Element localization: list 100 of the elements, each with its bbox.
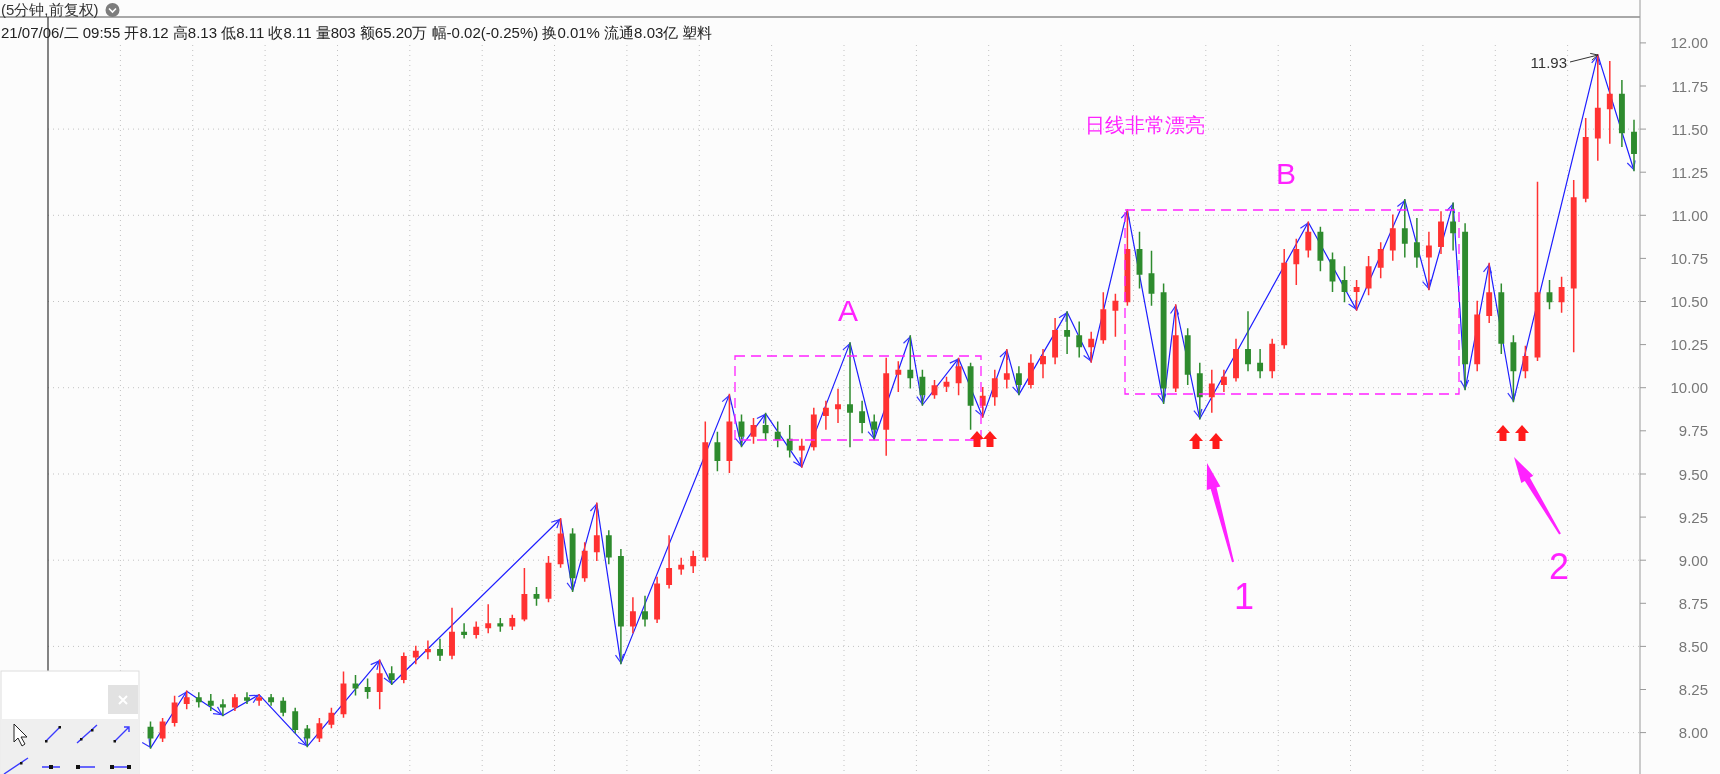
candlestick <box>1498 283 1505 355</box>
candlestick <box>388 666 395 686</box>
candlestick <box>1112 293 1119 337</box>
candlestick <box>1003 349 1010 389</box>
candlestick <box>702 421 709 561</box>
candlestick <box>316 718 323 742</box>
candlestick <box>256 693 263 706</box>
candlestick <box>449 607 455 660</box>
candlestick <box>1474 300 1481 372</box>
candlestick <box>1570 180 1577 353</box>
y-tick-label: 10.25 <box>1670 336 1708 354</box>
candlestick <box>304 724 311 748</box>
candlestick <box>268 693 275 706</box>
subtitle: 21/07/06/二 09:55 开8.12 高8.13 低8.11 收8.11 量803 额65.20万 幅-0.02(-0.25%) 换0.01% 流通8.03亿 塑料 <box>1 24 713 41</box>
candlestick <box>629 597 636 634</box>
y-tick-label: 10.75 <box>1670 249 1708 267</box>
candlestick <box>1631 119 1637 172</box>
candlestick <box>1052 318 1059 365</box>
candlestick <box>786 424 793 458</box>
candlestick <box>810 407 817 451</box>
candlestick <box>1281 249 1288 349</box>
candlestick <box>895 361 902 392</box>
candlestick <box>1462 223 1469 391</box>
candlestick <box>557 518 564 568</box>
candlestick <box>1317 226 1324 272</box>
candlestick <box>762 412 769 441</box>
candlestick <box>244 692 250 705</box>
candlestick <box>1172 304 1179 392</box>
y-tick-label: 11.50 <box>1671 120 1708 138</box>
candlestick <box>292 707 299 734</box>
candlestick <box>328 707 335 729</box>
candlestick <box>183 690 190 710</box>
y-tick-label: 8.50 <box>1678 637 1708 655</box>
candlestick <box>195 692 202 708</box>
candlestick <box>461 623 468 639</box>
candlestick <box>412 645 419 665</box>
candlestick <box>280 697 287 717</box>
candlestick <box>437 638 443 661</box>
candlestick <box>1377 242 1384 279</box>
candlestick <box>1076 321 1083 358</box>
candlestick <box>822 400 829 430</box>
candlestick <box>1389 214 1396 261</box>
candlestick <box>1558 276 1565 313</box>
y-tick-label: 9.25 <box>1678 508 1708 526</box>
candlestick <box>1184 328 1191 386</box>
candlestick <box>955 357 962 396</box>
y-tick-label: 9.00 <box>1678 551 1708 569</box>
candlestick <box>1208 369 1215 413</box>
y-tick-label: 10.00 <box>1670 379 1708 397</box>
candlestick <box>991 369 998 406</box>
candlestick <box>666 535 673 589</box>
chart-title: (5分钟,前复权) <box>1 1 99 18</box>
candlestick <box>1233 338 1239 382</box>
y-tick-label: 8.00 <box>1678 724 1708 742</box>
candlestick <box>497 618 504 632</box>
annotation: A <box>837 294 859 327</box>
candlestick <box>690 550 697 573</box>
candlestick <box>871 414 878 441</box>
candlestick <box>859 400 866 434</box>
candlestick <box>581 542 588 582</box>
candlestick <box>774 421 781 448</box>
candlestick <box>883 357 890 456</box>
candlestick <box>1582 117 1589 203</box>
candlestick <box>1040 349 1046 379</box>
candlestick <box>1100 292 1107 344</box>
candlestick <box>1618 80 1625 148</box>
candlestick <box>605 530 612 565</box>
candlestick <box>714 431 721 472</box>
annotation: B <box>1275 157 1297 190</box>
candlestick <box>678 557 685 575</box>
candlestick <box>642 595 648 627</box>
candlestick <box>207 693 214 711</box>
y-tick-label: 8.75 <box>1678 594 1708 612</box>
candlestick <box>171 695 178 727</box>
candlestick <box>654 576 661 624</box>
candlestick <box>376 659 383 710</box>
candlestick <box>967 362 974 430</box>
candlestick <box>1413 218 1420 268</box>
candlestick <box>798 438 805 468</box>
candlestick <box>1305 221 1312 258</box>
candlestick <box>424 640 431 660</box>
candlestick <box>231 693 238 711</box>
candlestick <box>1220 369 1227 392</box>
candlestick <box>1088 331 1095 363</box>
candlestick <box>473 621 480 639</box>
candlestick <box>509 614 516 630</box>
candlestick <box>593 502 600 561</box>
candlestick <box>1257 349 1264 379</box>
candlestick <box>1606 61 1613 144</box>
candlestick <box>1293 238 1300 286</box>
y-tick-label: 9.75 <box>1678 422 1708 440</box>
annotation: 2 <box>1548 546 1570 587</box>
candlestick <box>726 393 733 473</box>
y-tick-label: 9.50 <box>1678 465 1708 483</box>
candlestick <box>1269 338 1276 379</box>
candlestick <box>364 678 371 699</box>
candlestick <box>835 388 841 423</box>
candlestick <box>352 674 359 696</box>
y-tick-label: 8.25 <box>1678 681 1708 698</box>
candlestick <box>907 335 914 389</box>
